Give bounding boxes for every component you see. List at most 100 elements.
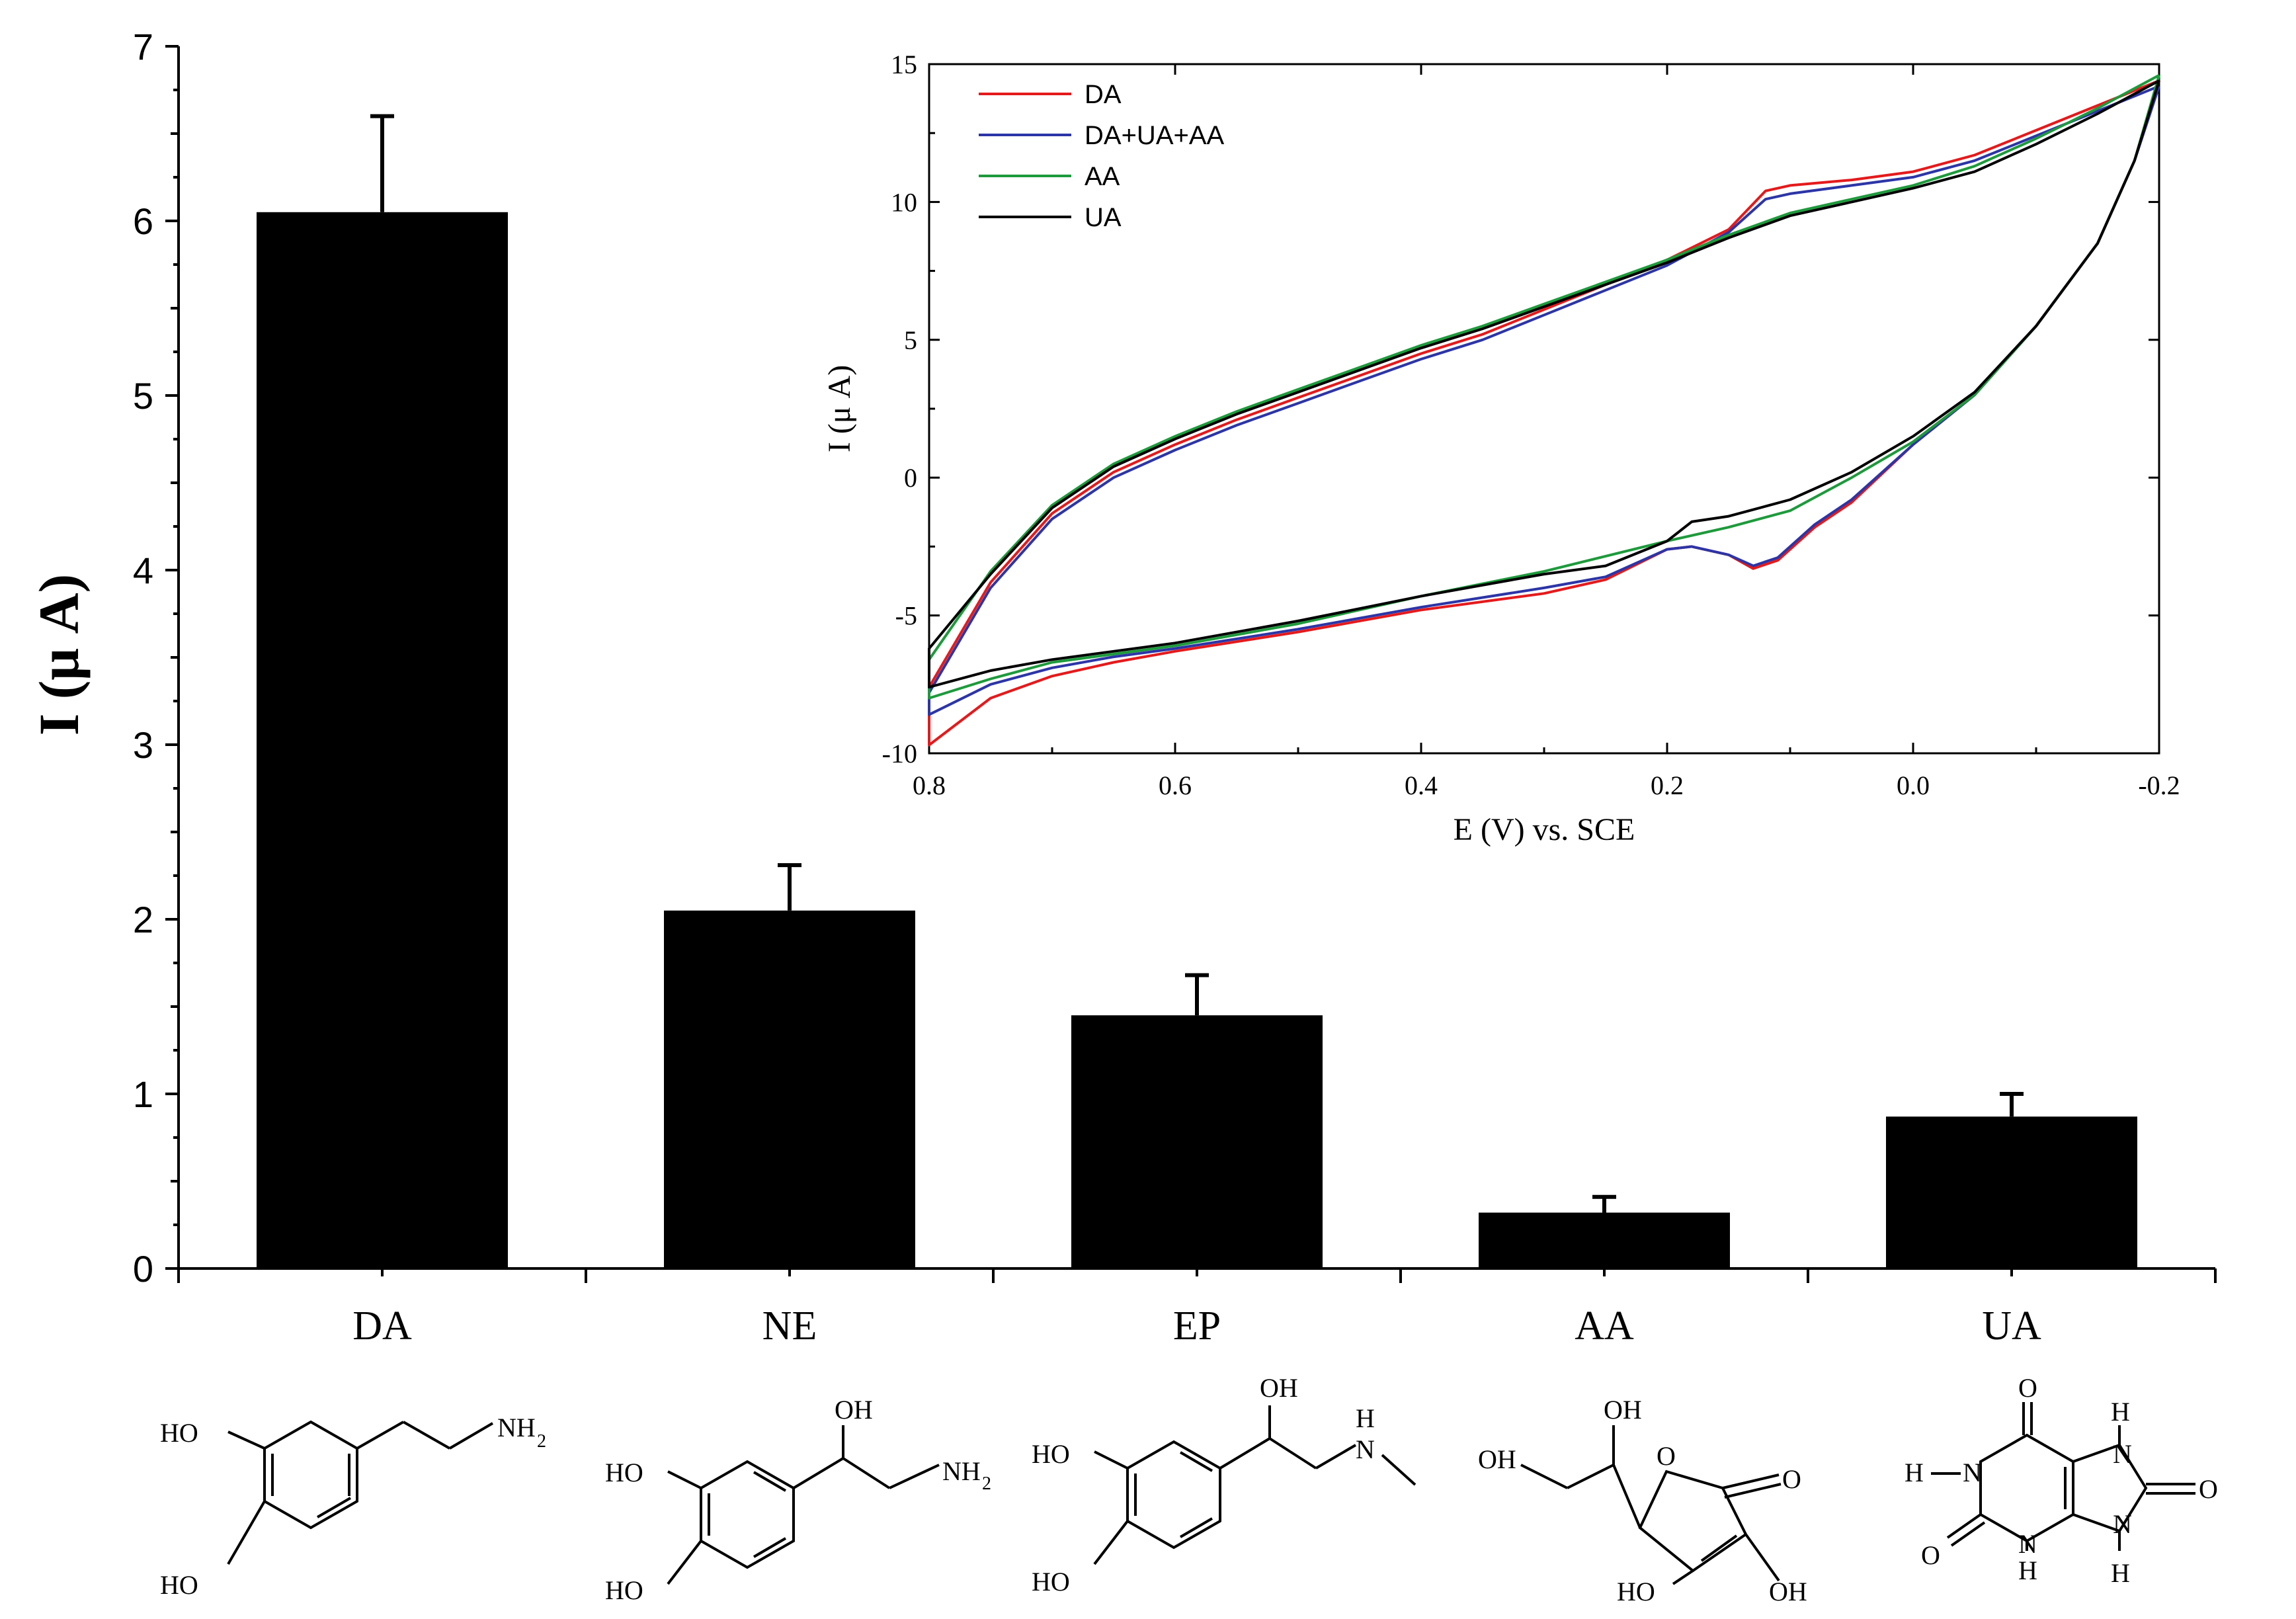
cv-line-aa [928, 73, 2160, 700]
ep-oh-bond [1093, 1520, 1129, 1565]
inset-series-lines [928, 73, 2160, 747]
ep-chain-bond [1315, 1444, 1357, 1470]
inset-x-tick-label: -0.2 [2138, 770, 2180, 800]
aa-label-ho-bottom: HO [1617, 1577, 1655, 1606]
ne-label-nh: NH [942, 1456, 981, 1486]
ua-label-o-top: O [2018, 1373, 2037, 1403]
y-tick-label: 1 [133, 1073, 153, 1115]
ne-chain-bond [889, 1464, 940, 1489]
aa-oh-bond [1744, 1533, 1780, 1582]
ua-label-n-right-top: N [2113, 1439, 2132, 1469]
ne-label-oh: OH [835, 1395, 873, 1425]
category-label: UA [1982, 1304, 2041, 1349]
inset-x-tick-label: 0.2 [1651, 770, 1684, 800]
aa-chain-bond [1612, 1464, 1641, 1528]
y-tick-label: 2 [133, 899, 153, 940]
structure-da: HO HO NH 2 [160, 1413, 546, 1600]
category-label: NE [762, 1304, 817, 1349]
legend-label: AA [1085, 162, 1120, 191]
ep-oh-bond [1094, 1450, 1128, 1470]
aa-chain-bond [1520, 1464, 1568, 1489]
aa-oh-bond [1672, 1569, 1694, 1585]
inset-legend: DA DA+UA+AA AA UA [979, 80, 1225, 232]
y-axis-label: I (μ A) [27, 574, 91, 736]
y-tick-label: 3 [133, 724, 153, 766]
inset-x-tick-label: 0.0 [1897, 770, 1930, 800]
ua-label-n-left: N [1963, 1458, 1982, 1487]
cv-line-ua [928, 79, 2160, 688]
da-chain-bond [356, 1421, 404, 1450]
y-tick-label: 6 [133, 200, 153, 242]
ne-label-sub: 2 [982, 1474, 991, 1494]
inset-y-tick-labels: -10 -5 0 5 10 15 [882, 50, 917, 768]
aa-label-oh-left: OH [1478, 1444, 1516, 1474]
bar-aa [1479, 1212, 1730, 1268]
y-tick-labels: 0 1 2 3 4 5 6 7 [133, 26, 153, 1290]
inset-y-tick-label: -5 [895, 601, 917, 631]
ne-chain-bond [792, 1457, 844, 1489]
cv-line-da-ua-aa [928, 85, 2160, 716]
ua-label-o-bottom: O [1921, 1540, 1940, 1570]
cv-line-da [928, 79, 2160, 747]
inset-y-tick-label: 0 [904, 463, 917, 493]
ua-label-n-right-bottom: N [2113, 1509, 2132, 1539]
legend-label: UA [1085, 203, 1122, 232]
aa-carbonyl-bond [1722, 1474, 1780, 1489]
y-tick-label: 7 [133, 26, 153, 67]
inset-cv-plot: 0.8 0.6 0.4 0.2 0.0 -0.2 -10 -5 0 5 10 15 E (V) vs… [822, 50, 2180, 847]
inset-x-tick-label: 0.4 [1405, 770, 1438, 800]
ua-label-h-bottom-right: H [2111, 1558, 2130, 1588]
ua-carbonyl-bond [1946, 1513, 1982, 1539]
inset-y-tick-label: 15 [891, 50, 917, 79]
ne-label-ho-2: HO [605, 1575, 643, 1605]
da-ring-double-bond [316, 1497, 352, 1518]
y-tick-label: 0 [133, 1248, 153, 1290]
inset-axis-ticks [928, 63, 2160, 755]
category-label: DA [352, 1304, 412, 1349]
aa-ring-double-bond [1700, 1534, 1738, 1562]
legend-label: DA [1085, 80, 1122, 109]
ep-label-ho-2: HO [1032, 1567, 1070, 1597]
ne-ring-double-bond [753, 1471, 787, 1492]
inset-x-tick-labels: 0.8 0.6 0.4 0.2 0.0 -0.2 [913, 770, 2180, 800]
ep-label-oh: OH [1260, 1373, 1298, 1403]
category-label: AA [1575, 1304, 1634, 1349]
bars [257, 212, 2137, 1268]
da-oh-bond [227, 1500, 266, 1565]
structure-ep: HO HO OH H N [1032, 1373, 1416, 1597]
bar-ua [1886, 1116, 2137, 1268]
ua-label-o-right: O [2199, 1474, 2218, 1504]
aa-label-oh-top: OH [1604, 1395, 1642, 1425]
ne-chain-bond [842, 1457, 891, 1489]
inset-x-tick-label: 0.6 [1159, 770, 1192, 800]
bar-da [257, 212, 508, 1268]
ua-label-n-bottom: N [2018, 1529, 2037, 1559]
ne-oh-bond [667, 1540, 702, 1585]
ep-label-h: H [1356, 1403, 1375, 1433]
ep-label-n: N [1356, 1434, 1375, 1464]
ne-label-ho-1: HO [605, 1458, 643, 1487]
ep-ring-double-bond [1179, 1451, 1213, 1472]
ep-chain-bond [1381, 1454, 1416, 1486]
error-bars [370, 114, 2024, 1213]
da-oh-bond [227, 1431, 265, 1450]
structure-aa: OH OH O O HO OH [1478, 1395, 1807, 1606]
y-tick-label: 5 [133, 375, 153, 417]
structure-ua: O H H N N O O N N H H [1905, 1373, 2218, 1588]
da-label-sub: 2 [537, 1431, 546, 1452]
ne-oh-bond [667, 1470, 702, 1489]
ep-chain-bond [1219, 1437, 1271, 1470]
ep-label-ho-1: HO [1032, 1439, 1070, 1469]
ep-ring-double-bond [1179, 1517, 1213, 1538]
ua-label-h-bottom: H [2018, 1556, 2037, 1585]
aa-furanone-ring [1638, 1470, 1748, 1573]
aa-carbonyl-bond [1724, 1483, 1782, 1499]
x-axis-ticks [177, 1268, 2217, 1283]
bar-ep [1071, 1015, 1323, 1268]
inset-y-tick-label: -10 [882, 739, 917, 768]
aa-chain-bond [1567, 1464, 1614, 1489]
inset-y-tick-label: 10 [891, 187, 917, 217]
aa-label-oh-bottom: OH [1769, 1577, 1807, 1606]
chemical-structures: HO HO NH 2 HO HO OH NH 2 [160, 1373, 2218, 1606]
